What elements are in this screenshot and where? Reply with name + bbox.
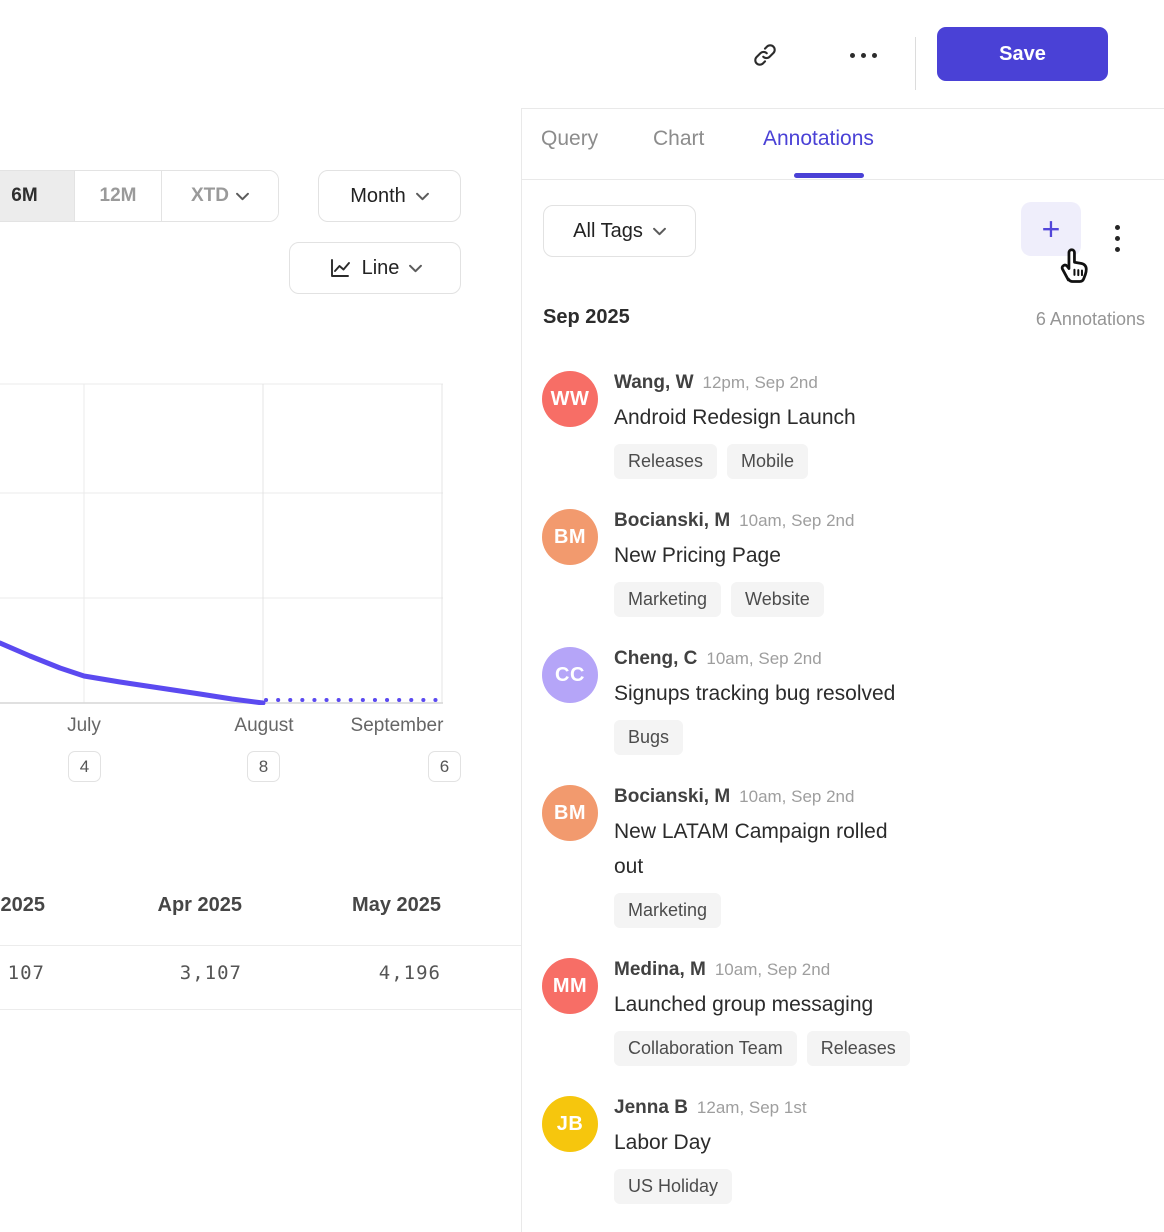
annotation-list-item[interactable]: JB Jenna B 12am, Sep 1st Labor Day US Ho… (542, 1096, 1102, 1204)
annotation-title: New LATAM Campaign rolled out (614, 820, 888, 878)
table-row-divider (0, 1009, 521, 1010)
annotation-list-item[interactable]: BM Bocianski, M 10am, Sep 2nd New Pricin… (542, 509, 1102, 617)
table-value-col3: 4,196 (378, 962, 441, 984)
tag-chip[interactable]: Mobile (727, 444, 809, 479)
x-tick-july: July (67, 715, 101, 736)
annotation-list-item[interactable]: BM Bocianski, M 10am, Sep 2nd New LATAM … (542, 785, 1102, 928)
annotations-count: 6 Annotations (1035, 309, 1145, 329)
tag-chip[interactable]: Bugs (614, 720, 684, 755)
table-header-col1: 2025 (0, 894, 46, 916)
tag-chip[interactable]: Collaboration Team (614, 1031, 797, 1066)
annotation-list-item[interactable]: WW Wang, W 12pm, Sep 2nd Android Redesig… (542, 371, 1102, 479)
annotation-timestamp: 12pm, Sep 2nd (702, 373, 818, 392)
table-value-col2: 3,107 (179, 962, 242, 984)
annotation-author: Bocianski, M (614, 786, 731, 807)
annotation-timestamp: 10am, Sep 2nd (714, 960, 831, 979)
table-header-col3: May 2025 (352, 894, 441, 916)
table-value-col1: 107 (7, 962, 45, 984)
tab-query[interactable]: Query (541, 127, 599, 150)
annotation-timestamp: 10am, Sep 2nd (706, 649, 822, 668)
avatar: BM (542, 509, 598, 565)
more-menu-button[interactable] (842, 40, 884, 70)
tag-chip[interactable]: Website (731, 582, 824, 617)
tags-filter-dropdown[interactable]: All Tags (543, 205, 696, 257)
annotation-title: Launched group messaging (614, 993, 874, 1016)
kebab-icon (1114, 224, 1120, 230)
chevron-down-icon (415, 192, 429, 200)
table-header-divider (0, 945, 521, 946)
tag-chip[interactable]: Releases (614, 444, 718, 479)
annotation-author: Jenna B (614, 1097, 688, 1118)
copy-link-button[interactable] (744, 34, 786, 76)
granularity-dropdown[interactable]: Month (318, 170, 461, 222)
chevron-down-icon (409, 264, 423, 272)
link-icon (750, 40, 780, 70)
date-range-segmented-control: 6M 12M XTD (0, 170, 279, 222)
x-tick-august: August (234, 715, 294, 736)
panel-vertical-divider (521, 108, 522, 1232)
line-chart-plot[interactable] (0, 370, 521, 705)
tag-chip[interactable]: Marketing (614, 582, 722, 617)
annotation-author: Bocianski, M (614, 510, 731, 531)
add-annotation-button[interactable]: + (1021, 202, 1081, 256)
tag-chip[interactable]: Marketing (614, 893, 722, 928)
annotation-title: Labor Day (614, 1131, 711, 1154)
active-tab-underline (794, 173, 864, 178)
annotation-timestamp: 10am, Sep 2nd (739, 787, 855, 806)
annotation-count-badge-july[interactable]: 4 (68, 751, 101, 782)
annotation-author: Cheng, C (614, 648, 698, 669)
chevron-down-icon (236, 192, 249, 200)
chevron-down-icon (652, 227, 666, 235)
topbar-divider (915, 37, 916, 90)
annotation-list-item[interactable]: CC Cheng, C 10am, Sep 2nd Signups tracki… (542, 647, 1102, 755)
annotation-timestamp: 10am, Sep 2nd (739, 511, 855, 530)
avatar: MM (542, 958, 598, 1014)
annotations-overflow-menu-button[interactable] (1105, 216, 1129, 260)
annotations-group-title: Sep 2025 (543, 306, 630, 328)
chart-type-dropdown[interactable]: Line (289, 242, 461, 294)
chart-line-solid (0, 640, 266, 705)
annotation-title: New Pricing Page (614, 544, 781, 567)
range-option-6m[interactable]: 6M (0, 171, 74, 221)
annotation-count-badge-september[interactable]: 6 (428, 751, 461, 782)
annotation-timestamp: 12am, Sep 1st (696, 1098, 807, 1117)
panel-top-border (521, 108, 1164, 109)
avatar: WW (542, 371, 598, 427)
more-menu-icon (849, 52, 855, 58)
tab-annotations[interactable]: Annotations (763, 127, 874, 150)
tab-chart[interactable]: Chart (653, 127, 705, 150)
tag-chip[interactable]: US Holiday (614, 1169, 733, 1204)
tabs-bottom-border (521, 179, 1164, 180)
annotation-author: Medina, M (614, 959, 706, 980)
table-header-col2: Apr 2025 (157, 894, 243, 916)
annotation-author: Wang, W (614, 372, 694, 393)
annotation-title: Signups tracking bug resolved (614, 682, 896, 705)
plus-icon: + (1041, 211, 1061, 247)
x-tick-september: September (350, 715, 444, 736)
avatar: CC (542, 647, 598, 703)
avatar: BM (542, 785, 598, 841)
annotation-list-item[interactable]: MM Medina, M 10am, Sep 2nd Launched grou… (542, 958, 1102, 1066)
range-option-xtd[interactable]: XTD (161, 171, 278, 221)
range-option-12m[interactable]: 12M (74, 171, 161, 221)
line-chart-icon (330, 259, 350, 277)
annotation-title: Android Redesign Launch (614, 406, 856, 429)
save-button[interactable]: Save (937, 27, 1108, 81)
tag-chip[interactable]: Releases (806, 1031, 910, 1066)
annotation-count-badge-august[interactable]: 8 (247, 751, 280, 782)
avatar: JB (542, 1096, 598, 1152)
